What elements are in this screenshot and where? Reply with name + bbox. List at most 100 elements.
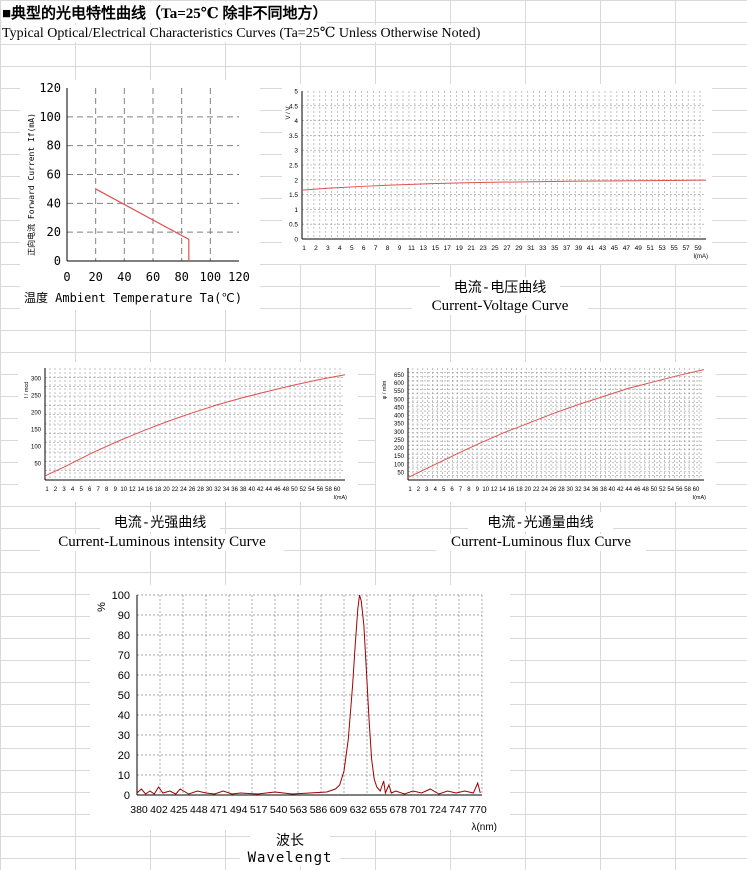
x-tick-label: 5 bbox=[79, 487, 83, 493]
y-tick-label: 600 bbox=[394, 381, 405, 387]
y-tick-label: 2.5 bbox=[289, 163, 298, 170]
y-tick-label: 350 bbox=[394, 422, 405, 428]
iv-caption-en: Current-Voltage Curve bbox=[412, 298, 588, 315]
y-tick-label: 300 bbox=[31, 377, 42, 383]
x-tick-label: 31 bbox=[527, 245, 535, 252]
x-tick-label: 563 bbox=[290, 804, 308, 816]
x-tick-label: 2 bbox=[314, 245, 318, 252]
y-tick-label: 100 bbox=[112, 590, 130, 602]
x-tick-label: 15 bbox=[432, 245, 440, 252]
x-tick-label: 50 bbox=[651, 487, 658, 493]
x-tick-label: 701 bbox=[409, 804, 427, 816]
x-tick-label: 6 bbox=[88, 487, 92, 493]
x-tick-label: 53 bbox=[659, 245, 667, 252]
x-tick-label: 34 bbox=[223, 487, 230, 493]
y-tick-label: 100 bbox=[39, 110, 61, 124]
x-tick-label: 724 bbox=[429, 804, 447, 816]
x-tick-label: 42 bbox=[617, 487, 624, 493]
page-title-en: Typical Optical/Electrical Characteristi… bbox=[2, 25, 481, 42]
x-tick-label: 12 bbox=[491, 487, 498, 493]
x-tick-label: 5 bbox=[442, 487, 446, 493]
x-tick-label: 1 bbox=[408, 487, 412, 493]
y-tick-label: 450 bbox=[394, 405, 405, 411]
x-tick-label: 3 bbox=[62, 487, 66, 493]
spectrum-caption-cn: 波长 bbox=[250, 830, 330, 850]
y-tick-label: 20 bbox=[47, 225, 61, 239]
x-tick-label: 6 bbox=[450, 487, 454, 493]
x-tick-label: 28 bbox=[558, 487, 565, 493]
y-tick-label: 0 bbox=[124, 790, 130, 802]
x-tick-label: 50 bbox=[291, 487, 298, 493]
y-tick-label: 40 bbox=[47, 196, 61, 210]
x-tick-label: 80 bbox=[174, 270, 188, 284]
x-tick-label: 16 bbox=[508, 487, 515, 493]
x-tick-label: 39 bbox=[575, 245, 583, 252]
x-tick-label: 18 bbox=[155, 487, 162, 493]
y-tick-label: 30 bbox=[118, 730, 130, 742]
x-tick-label: 56 bbox=[317, 487, 324, 493]
x-axis-label: λ(nm) bbox=[471, 822, 497, 833]
x-tick-label: 26 bbox=[189, 487, 196, 493]
x-axis-label: I(mA) bbox=[693, 495, 707, 501]
iv-chart-panel: 0 0.5 1 1.5 2 2.5 3 3.5 4 4.5 5 1 2 3 4 5 6 7 8 9 11 13 15 17 19… bbox=[282, 84, 712, 264]
x-tick-label: 8 bbox=[467, 487, 471, 493]
x-tick-label: 40 bbox=[609, 487, 616, 493]
x-tick-label: 57 bbox=[682, 245, 690, 252]
y-axis-label: I / mcd bbox=[24, 382, 30, 399]
x-tick-label: 59 bbox=[694, 245, 702, 252]
series-line bbox=[95, 188, 190, 261]
y-tick-label: 200 bbox=[394, 446, 405, 452]
x-tick-label: 38 bbox=[600, 487, 607, 493]
y-tick-label: 550 bbox=[394, 389, 405, 395]
x-tick-label: 471 bbox=[210, 804, 228, 816]
x-tick-label: 17 bbox=[444, 245, 452, 252]
series-line bbox=[136, 594, 481, 795]
x-tick-label: 4 bbox=[434, 487, 438, 493]
y-tick-label: 10 bbox=[118, 770, 130, 782]
x-tick-label: 7 bbox=[374, 245, 378, 252]
x-tick-label: 8 bbox=[105, 487, 109, 493]
x-tick-label: 609 bbox=[330, 804, 348, 816]
x-tick-label: 9 bbox=[398, 245, 402, 252]
x-tick-label: 33 bbox=[539, 245, 547, 252]
series-line bbox=[407, 369, 705, 479]
iv-chart: 00.511.522.533.544.551 2 3 4 5 6 7 8 9 11 13 15 17 19… bbox=[286, 89, 708, 261]
x-tick-label: 36 bbox=[592, 487, 599, 493]
y-tick-label: 100 bbox=[31, 445, 42, 451]
x-tick-label: 29 bbox=[515, 245, 523, 252]
x-tick-label: 770 bbox=[469, 804, 487, 816]
x-tick-label: 4 bbox=[338, 245, 342, 252]
x-tick-label: 37 bbox=[563, 245, 571, 252]
x-tick-label: 14 bbox=[137, 487, 144, 493]
x-tick-label: 45 bbox=[611, 245, 619, 252]
x-tick-label: 586 bbox=[310, 804, 328, 816]
y-tick-label: 80 bbox=[118, 630, 130, 642]
x-tick-label: 14 bbox=[499, 487, 506, 493]
y-tick-label: 650 bbox=[394, 373, 405, 379]
x-tick-label: 16 bbox=[146, 487, 153, 493]
x-tick-label: 34 bbox=[583, 487, 590, 493]
x-tick-label: 540 bbox=[270, 804, 288, 816]
x-tick-label: 380 bbox=[130, 804, 148, 816]
y-axis-label: 正向电流 Forward Current If(mA) bbox=[26, 113, 36, 256]
spectrum-chart: 0 10 20 30 40 50 60 70 80 90 100 380 402 425 448 471 494… bbox=[96, 590, 497, 833]
x-tick-label: 52 bbox=[659, 487, 666, 493]
x-tick-label: 18 bbox=[516, 487, 523, 493]
x-tick-label: 22 bbox=[172, 487, 179, 493]
x-tick-label: 24 bbox=[541, 487, 548, 493]
x-tick-label: 21 bbox=[468, 245, 476, 252]
x-tick-label: 7 bbox=[459, 487, 463, 493]
x-tick-label: 42 bbox=[257, 487, 264, 493]
y-tick-label: 70 bbox=[118, 650, 130, 662]
li-caption-en: Current-Luminous intensity Curve bbox=[40, 534, 284, 551]
x-tick-label: 51 bbox=[647, 245, 655, 252]
x-axis-label: I(mA) bbox=[693, 254, 708, 260]
y-tick-label: 100 bbox=[394, 462, 405, 468]
x-tick-label: 632 bbox=[350, 804, 368, 816]
x-axis-label: 温度 Ambient Temperature Ta(℃) bbox=[24, 290, 242, 305]
x-tick-label: 3 bbox=[425, 487, 429, 493]
li-chart-panel: 50 100 150 200 250 300 1 2 3 4 5 6 7 8 9 10 12 14 16 18 20 22… bbox=[18, 362, 358, 502]
li-caption-cn: 电流-光强曲线 bbox=[100, 512, 220, 532]
x-axis-label: I(mA) bbox=[334, 495, 348, 501]
